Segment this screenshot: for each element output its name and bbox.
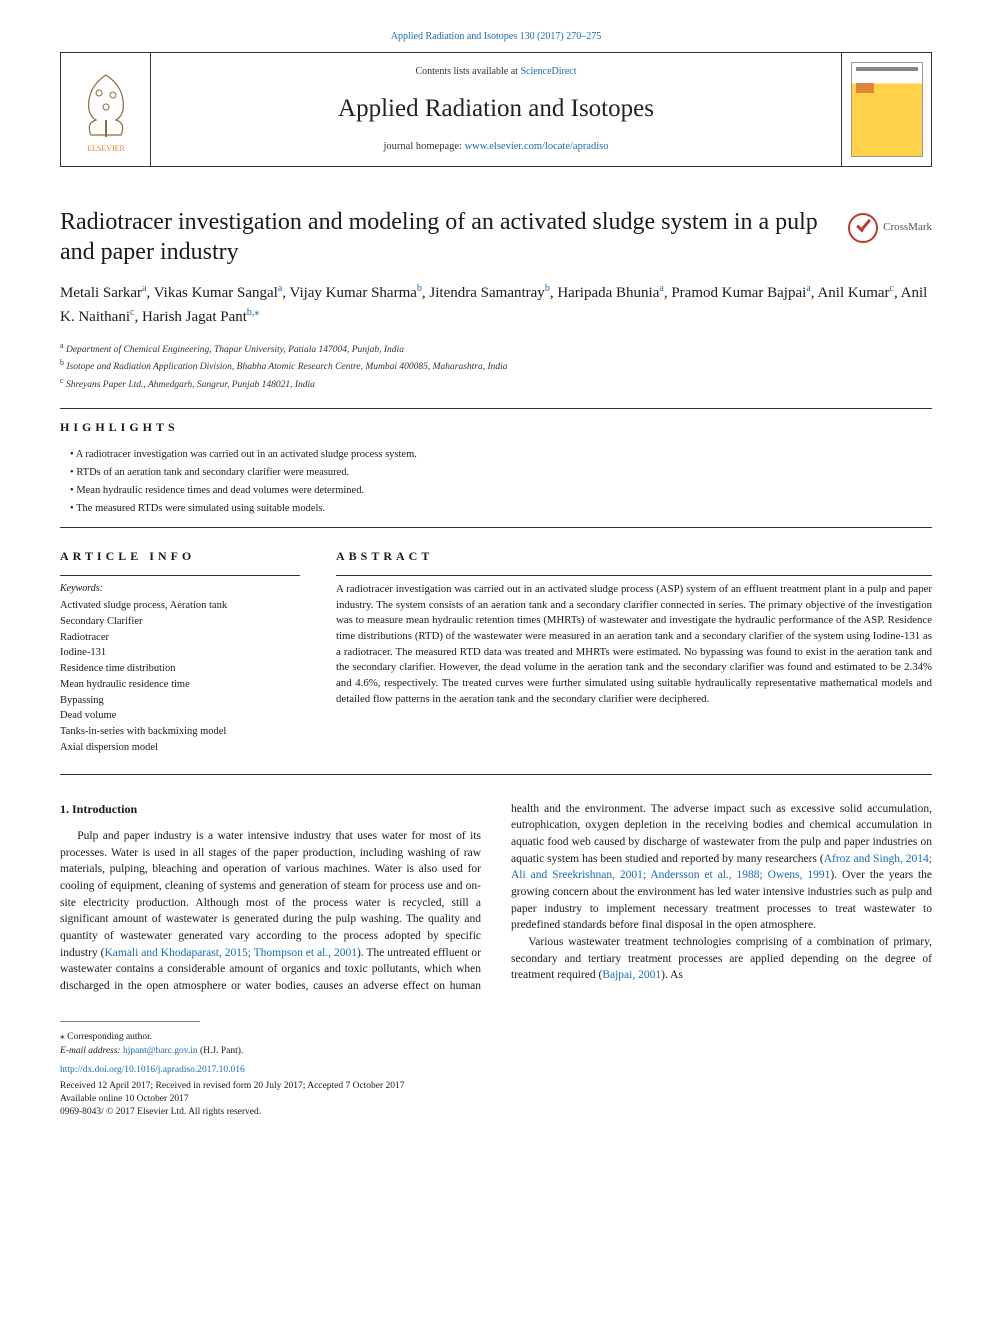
highlight-item: The measured RTDs were simulated using s… <box>70 500 932 518</box>
corresponding-email-link[interactable]: hjpant@barc.gov.in <box>123 1046 198 1056</box>
keyword-item: Axial dispersion model <box>60 740 300 756</box>
section-number: 1. <box>60 802 69 816</box>
email-line: E-mail address: hjpant@barc.gov.in (H.J.… <box>60 1044 932 1058</box>
footnotes: ⁎ Corresponding author. E-mail address: … <box>60 1030 932 1059</box>
affiliation-line: b Isotope and Radiation Application Divi… <box>60 357 932 374</box>
section-title: Introduction <box>72 802 137 816</box>
keyword-item: Activated sludge process, Aeration tank <box>60 598 300 614</box>
highlights-list: A radiotracer investigation was carried … <box>70 446 932 517</box>
info-abstract-row: ARTICLE INFO Keywords: Activated sludge … <box>60 538 932 755</box>
keyword-item: Residence time distribution <box>60 661 300 677</box>
journal-citation: Applied Radiation and Isotopes 130 (2017… <box>60 30 932 44</box>
divider <box>60 527 932 528</box>
affiliation-line: a Department of Chemical Engineering, Th… <box>60 340 932 357</box>
journal-banner: ELSEVIER Contents lists available at Sci… <box>60 52 932 167</box>
title-row: Radiotracer investigation and modeling o… <box>60 207 932 267</box>
corresponding-author-note: ⁎ Corresponding author. <box>60 1030 932 1044</box>
elsevier-tree-logo: ELSEVIER <box>71 65 141 155</box>
contents-available-line: Contents lists available at ScienceDirec… <box>415 65 576 79</box>
body-text: Pulp and paper industry is a water inten… <box>60 830 481 959</box>
abstract-heading: ABSTRACT <box>336 548 932 565</box>
journal-cover-cell <box>841 53 931 166</box>
highlights-heading: HIGHLIGHTS <box>60 419 932 436</box>
highlights-block: A radiotracer investigation was carried … <box>60 446 932 517</box>
doi-link[interactable]: http://dx.doi.org/10.1016/j.apradiso.201… <box>60 1064 932 1077</box>
sciencedirect-link[interactable]: ScienceDirect <box>520 66 576 77</box>
crossmark-widget[interactable]: CrossMark <box>848 213 932 243</box>
affiliations: a Department of Chemical Engineering, Th… <box>60 340 932 392</box>
author-list: Metali Sarkara, Vikas Kumar Sangala, Vij… <box>60 281 932 328</box>
keyword-item: Mean hydraulic residence time <box>60 677 300 693</box>
email-suffix: (H.J. Pant). <box>198 1046 244 1056</box>
article-title: Radiotracer investigation and modeling o… <box>60 207 848 267</box>
highlight-item: A radiotracer investigation was carried … <box>70 446 932 464</box>
svg-text:ELSEVIER: ELSEVIER <box>87 144 125 153</box>
section-heading-intro: 1. Introduction <box>60 801 481 818</box>
article-info-heading: ARTICLE INFO <box>60 548 300 565</box>
citation-link[interactable]: Bajpai, 2001 <box>602 969 661 981</box>
article-info-column: ARTICLE INFO Keywords: Activated sludge … <box>60 538 300 755</box>
keyword-item: Radiotracer <box>60 630 300 646</box>
abstract-column: ABSTRACT A radiotracer investigation was… <box>336 538 932 755</box>
keyword-item: Dead volume <box>60 708 300 724</box>
affiliation-line: c Shreyans Paper Ltd., Ahmedgarh, Sangru… <box>60 375 932 392</box>
keyword-item: Secondary Clarifier <box>60 614 300 630</box>
copyright-line: 0969-8043/ © 2017 Elsevier Ltd. All righ… <box>60 1106 932 1119</box>
body-text: Various wastewater treatment technologie… <box>511 936 932 981</box>
contents-prefix: Contents lists available at <box>415 66 520 77</box>
keywords-list: Activated sludge process, Aeration tankS… <box>60 598 300 756</box>
footnote-divider <box>60 1021 200 1022</box>
highlight-item: RTDs of an aeration tank and secondary c… <box>70 464 932 482</box>
journal-cover-thumbnail <box>851 62 923 157</box>
crossmark-check-icon <box>848 213 878 243</box>
journal-name: Applied Radiation and Isotopes <box>338 91 654 126</box>
divider <box>60 774 932 775</box>
keywords-label: Keywords: <box>60 582 300 596</box>
publisher-logo-cell: ELSEVIER <box>61 53 151 166</box>
divider <box>336 575 932 576</box>
article-body: 1. Introduction Pulp and paper industry … <box>60 801 932 995</box>
divider <box>60 575 300 576</box>
body-text: ). As <box>661 969 683 981</box>
keyword-item: Iodine-131 <box>60 645 300 661</box>
banner-center: Contents lists available at ScienceDirec… <box>151 53 841 166</box>
abstract-text: A radiotracer investigation was carried … <box>336 582 932 707</box>
citation-link[interactable]: Kamali and Khodaparast, 2015; Thompson e… <box>104 947 357 959</box>
received-dates: Received 12 April 2017; Received in revi… <box>60 1080 932 1093</box>
available-online: Available online 10 October 2017 <box>60 1093 932 1106</box>
highlight-item: Mean hydraulic residence times and dead … <box>70 482 932 500</box>
journal-homepage-line: journal homepage: www.elsevier.com/locat… <box>384 140 609 155</box>
email-label: E-mail address: <box>60 1046 123 1056</box>
keyword-item: Tanks-in-series with backmixing model <box>60 724 300 740</box>
divider <box>60 408 932 409</box>
homepage-prefix: journal homepage: <box>384 141 465 152</box>
keyword-item: Bypassing <box>60 693 300 709</box>
crossmark-label: CrossMark <box>883 220 932 235</box>
body-paragraph: Various wastewater treatment technologie… <box>511 934 932 984</box>
journal-homepage-link[interactable]: www.elsevier.com/locate/apradiso <box>465 141 609 152</box>
publication-info: Received 12 April 2017; Received in revi… <box>60 1080 932 1120</box>
